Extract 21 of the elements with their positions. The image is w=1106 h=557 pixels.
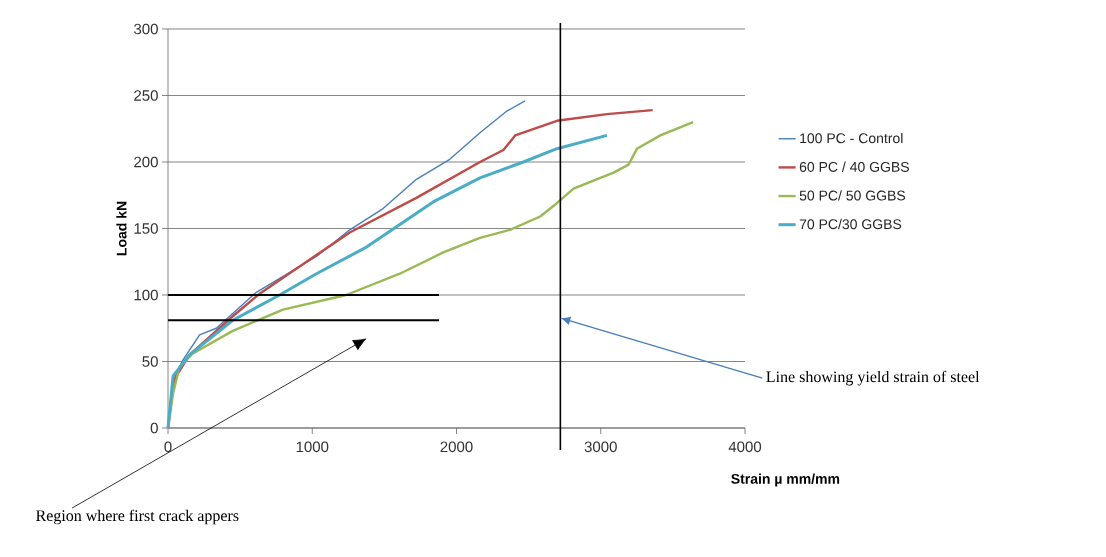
legend-label: 50 PC/ 50 GGBS bbox=[799, 190, 906, 201]
line-series bbox=[166, 133, 609, 430]
x-axis-title: Strain µ mm/mm bbox=[731, 473, 840, 487]
y-tick-label: 0 bbox=[150, 422, 158, 434]
x-tick-label: 1000 bbox=[296, 441, 329, 453]
y-tick-label: 300 bbox=[134, 23, 158, 35]
y-tick-label: 150 bbox=[134, 223, 158, 234]
ref-line-label: Line showing yield strain of steel bbox=[766, 370, 980, 386]
legend-label: 100 PC - Control bbox=[800, 132, 903, 144]
x-tick-label: 3000 bbox=[584, 441, 617, 453]
text: Region where first crack appers bbox=[36, 509, 239, 525]
y-tick-label: 250 bbox=[134, 90, 158, 101]
x-tick-label: 2000 bbox=[440, 441, 473, 453]
y-tick-label: 100 bbox=[134, 289, 158, 301]
y-tick-label: 50 bbox=[142, 356, 158, 367]
x-tick-label: 4000 bbox=[728, 441, 762, 453]
legend-label: 60 PC / 40 GGBS bbox=[799, 161, 909, 172]
legend-label: 70 PC/30 GGBS bbox=[799, 218, 902, 230]
y-tick-label: 200 bbox=[134, 156, 158, 168]
x-tick-label: 0 bbox=[164, 441, 172, 453]
y-axis-title: Load kN bbox=[116, 201, 127, 256]
